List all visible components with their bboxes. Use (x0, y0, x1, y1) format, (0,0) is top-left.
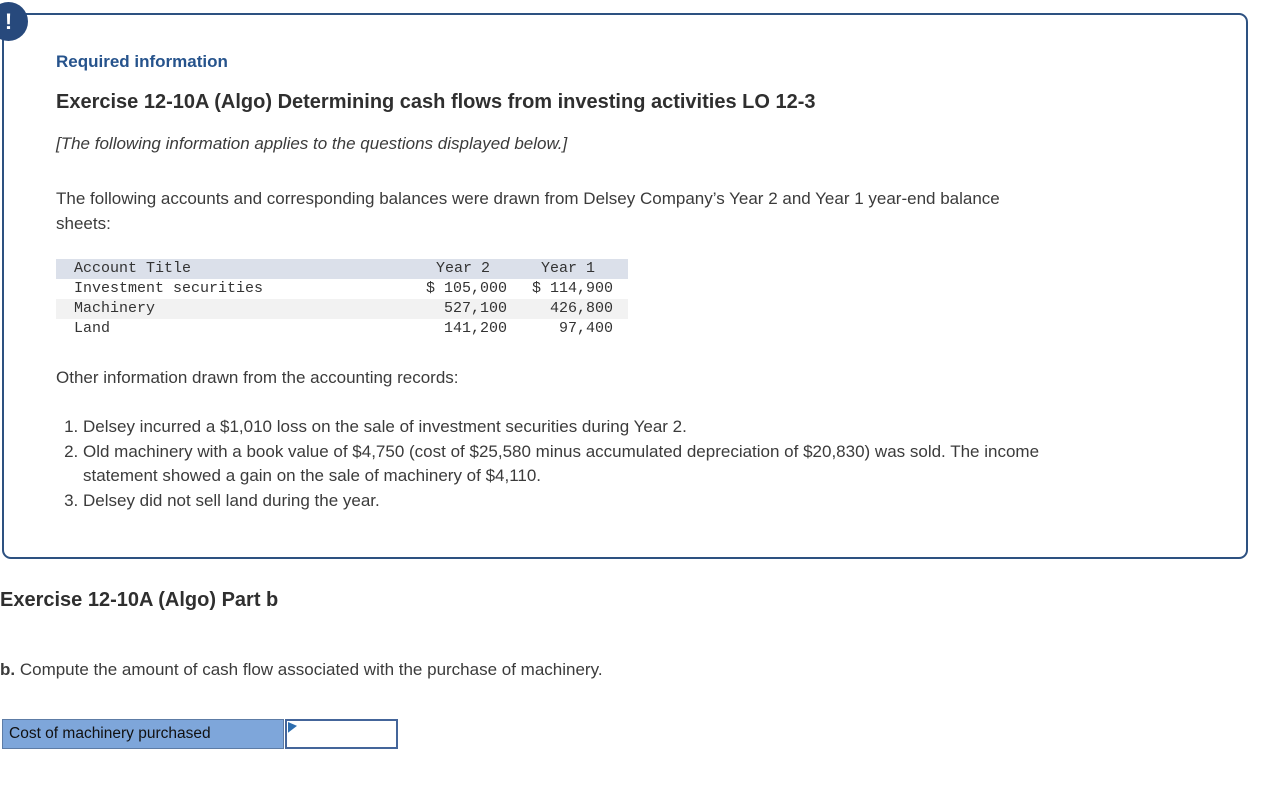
list-item: Old machinery with a book value of $4,75… (83, 440, 1103, 489)
balance-table-header: Account Title (74, 260, 192, 277)
cost-of-machinery-input[interactable] (285, 719, 398, 749)
required-information-label: Required information (56, 52, 228, 71)
table-cell: 527,100 (443, 300, 507, 317)
part-b-heading: Exercise 12-10A (Algo) Part b (0, 589, 279, 611)
other-info-list: Delsey incurred a $1,010 loss on the sal… (56, 415, 1206, 513)
table-cell: 141,200 (443, 320, 507, 337)
balance-table-header: Year 1 (540, 260, 595, 277)
table-cell: Machinery (74, 300, 156, 317)
answer-input-cell (285, 719, 398, 749)
part-b-question: b. Compute the amount of cash flow assoc… (0, 660, 603, 680)
balance-table-header: Year 2 (435, 260, 490, 277)
intro-paragraph: The following accounts and corresponding… (56, 189, 1000, 233)
table-row: Investment securities $ 105,000 $ 114,900 (56, 279, 628, 299)
table-row: Machinery 527,100 426,800 (56, 299, 628, 319)
table-cell: $ 105,000 (425, 280, 507, 297)
question-text: Compute the amount of cash flow associat… (15, 660, 603, 679)
question-letter: b. (0, 660, 16, 679)
table-cell: 97,400 (558, 320, 613, 337)
balance-table-header-row: Account Title Year 2 Year 1 (56, 259, 628, 279)
answer-label-text: Cost of machinery purchased (9, 725, 211, 742)
other-info-text: Other information drawn from the account… (56, 368, 459, 387)
exclamation-glyph: ! (4, 8, 13, 34)
list-item: Delsey incurred a $1,010 loss on the sal… (83, 415, 1103, 440)
answer-table: Cost of machinery purchased (2, 719, 398, 749)
table-row: Land 141,200 97,400 (56, 319, 628, 339)
required-information-card: Required information Exercise 12-10A (Al… (2, 13, 1248, 559)
answer-label-cell: Cost of machinery purchased (2, 719, 284, 749)
list-item: Delsey did not sell land during the year… (83, 489, 1103, 514)
balance-table-body: Investment securities $ 105,000 $ 114,900 M… (56, 279, 628, 339)
table-cell: $ 114,900 (531, 280, 613, 297)
exercise-title: Exercise 12-10A (Algo) Determining cash … (56, 91, 816, 113)
table-cell: Land (74, 320, 111, 337)
applies-below-note: [The following information applies to th… (56, 134, 568, 153)
balance-table: Account Title Year 2 Year 1 Investment sec… (56, 259, 628, 339)
table-cell: Investment securities (74, 280, 264, 297)
table-cell: 426,800 (549, 300, 613, 317)
alert-exclamation-icon: ! (0, 2, 28, 41)
